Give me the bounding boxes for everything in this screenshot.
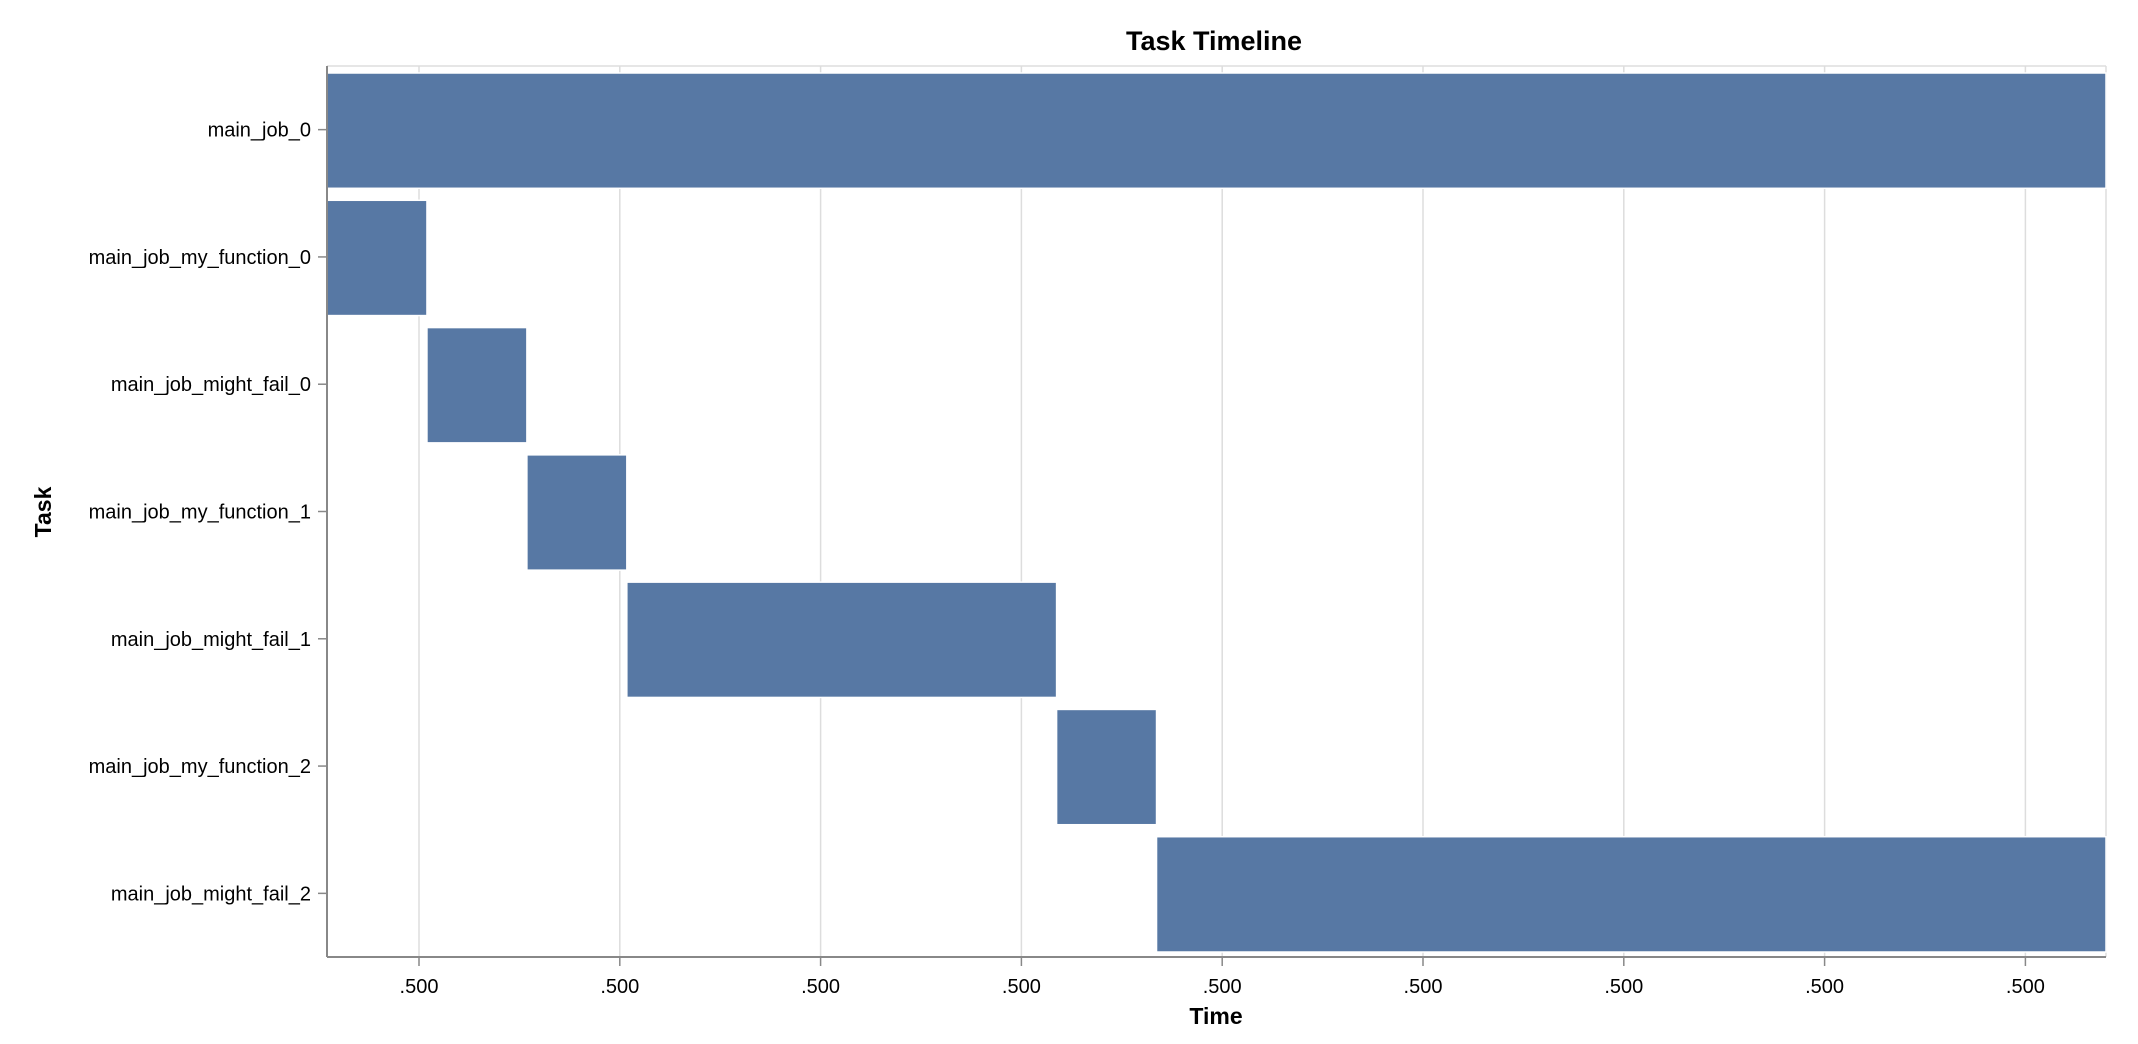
x-axis-title: Time — [1189, 1003, 1242, 1029]
y-tick-label: main_job_0 — [208, 120, 311, 142]
gantt-bar — [1055, 708, 1158, 826]
y-tick-label: main_job_might_fail_1 — [111, 629, 311, 651]
x-tick-label: .500 — [600, 976, 639, 998]
x-tick-label: .500 — [1203, 976, 1242, 998]
gantt-bar — [1155, 835, 2107, 953]
y-tick-label: main_job_might_fail_2 — [111, 883, 311, 905]
y-tick-label: main_job_my_function_2 — [89, 756, 311, 778]
x-tick-label: .500 — [801, 976, 840, 998]
y-tick-labels: main_job_0 main_job_my_function_0 main_job… — [89, 120, 311, 906]
x-tick-label: .500 — [2006, 976, 2045, 998]
axes — [318, 66, 2106, 966]
gridlines — [327, 65, 2107, 957]
chart-title: Task Timeline — [1126, 26, 1302, 56]
gantt-bar — [326, 72, 2107, 190]
gantt-bar — [426, 326, 528, 444]
gantt-bar — [626, 581, 1058, 699]
y-tick-label: main_job_my_function_1 — [89, 502, 311, 524]
x-tick-label: .500 — [1404, 976, 1443, 998]
y-tick-label: main_job_might_fail_0 — [111, 374, 311, 396]
gantt-bar — [526, 454, 628, 571]
x-tick-labels: .500 .500 .500 .500 .500 .500 .500 .500 .500 — [400, 976, 2045, 998]
gantt-bars — [326, 72, 2107, 953]
x-tick-label: .500 — [1604, 976, 1643, 998]
x-tick-label: .500 — [400, 976, 439, 998]
gantt-bar — [326, 199, 428, 317]
y-axis-title: Task — [30, 486, 56, 537]
y-tick-label: main_job_my_function_0 — [89, 247, 311, 269]
x-tick-label: .500 — [1805, 976, 1844, 998]
x-tick-label: .500 — [1002, 976, 1041, 998]
